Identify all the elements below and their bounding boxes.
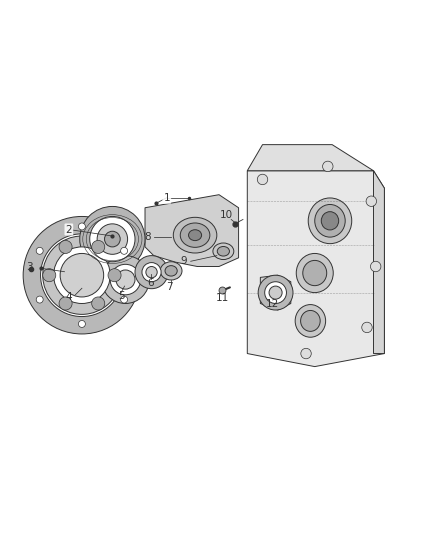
Circle shape (301, 349, 311, 359)
Circle shape (90, 216, 135, 262)
Ellipse shape (180, 223, 210, 247)
Text: 7: 7 (166, 281, 172, 292)
Circle shape (105, 231, 120, 247)
Text: 8: 8 (144, 232, 151, 243)
Circle shape (135, 256, 168, 289)
Text: 10: 10 (220, 210, 233, 220)
Polygon shape (145, 195, 239, 266)
Circle shape (92, 240, 105, 254)
Ellipse shape (296, 254, 333, 293)
Ellipse shape (315, 205, 345, 237)
Ellipse shape (213, 243, 234, 260)
Circle shape (59, 240, 72, 254)
Circle shape (269, 286, 282, 299)
Text: 12: 12 (265, 299, 279, 309)
Text: 11: 11 (216, 293, 229, 303)
Polygon shape (247, 171, 385, 367)
Ellipse shape (303, 261, 327, 286)
Ellipse shape (160, 262, 182, 280)
Ellipse shape (165, 265, 177, 276)
Polygon shape (374, 171, 385, 353)
Circle shape (102, 256, 149, 303)
Circle shape (371, 261, 381, 272)
Circle shape (120, 247, 127, 254)
Circle shape (362, 322, 372, 333)
Circle shape (78, 223, 85, 230)
Circle shape (43, 236, 121, 314)
Ellipse shape (188, 230, 201, 240)
Text: 3: 3 (26, 262, 33, 272)
Text: 5: 5 (118, 291, 124, 301)
Circle shape (80, 206, 145, 272)
Circle shape (322, 161, 333, 172)
Ellipse shape (300, 310, 320, 332)
Circle shape (146, 266, 157, 278)
Ellipse shape (217, 246, 230, 256)
Circle shape (110, 264, 141, 295)
Circle shape (43, 269, 56, 282)
Circle shape (36, 247, 43, 254)
Circle shape (41, 234, 123, 317)
Ellipse shape (321, 212, 339, 230)
Circle shape (116, 270, 135, 289)
Ellipse shape (173, 217, 217, 253)
Ellipse shape (295, 304, 325, 337)
Text: 6: 6 (147, 278, 154, 288)
Ellipse shape (308, 198, 352, 244)
Circle shape (108, 269, 121, 282)
Circle shape (92, 297, 105, 310)
Text: 9: 9 (181, 256, 187, 266)
Text: 2: 2 (66, 224, 72, 235)
Circle shape (53, 247, 110, 303)
Circle shape (60, 254, 104, 297)
Circle shape (97, 224, 127, 254)
Text: 4: 4 (66, 292, 72, 302)
Circle shape (257, 174, 268, 184)
Circle shape (258, 275, 293, 310)
Circle shape (23, 216, 141, 334)
Circle shape (120, 296, 127, 303)
Circle shape (366, 196, 377, 206)
Circle shape (59, 297, 72, 310)
Circle shape (142, 263, 161, 282)
Polygon shape (260, 275, 291, 310)
Polygon shape (247, 144, 374, 171)
Circle shape (78, 320, 85, 327)
Circle shape (36, 296, 43, 303)
Circle shape (265, 282, 286, 303)
Text: 1: 1 (163, 193, 170, 203)
